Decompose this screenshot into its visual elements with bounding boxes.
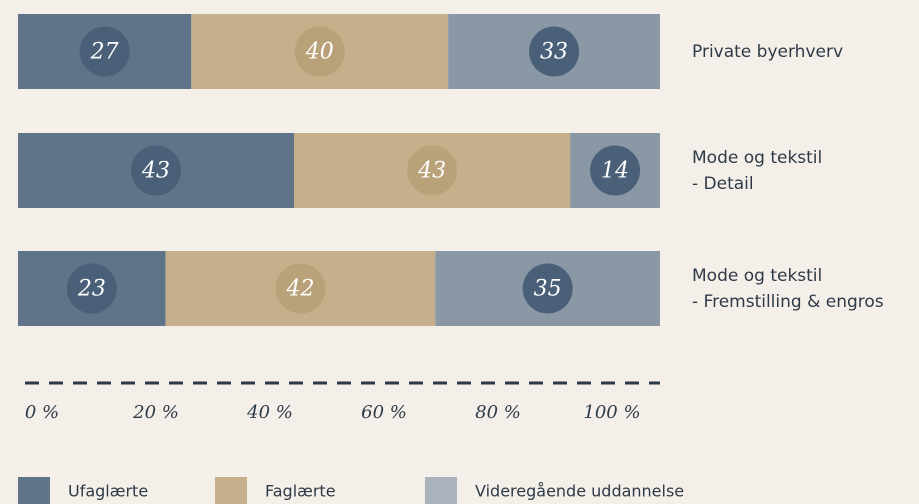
- value-badge: [529, 26, 580, 77]
- value-badge: [275, 263, 326, 314]
- legend-label: Faglærte: [265, 482, 336, 501]
- x-tick-label: 60 %: [361, 402, 407, 423]
- x-tick-label: 80 %: [475, 402, 521, 423]
- value-badge: [522, 263, 573, 314]
- data-label: 43: [417, 159, 446, 184]
- value-badge: [407, 145, 458, 196]
- value-badge: [590, 145, 641, 196]
- value-badge: [294, 26, 345, 77]
- category-label: Mode og tekstil - Detail: [692, 147, 823, 194]
- legend-label: Videregående uddannelse: [475, 482, 684, 501]
- data-label: 42: [285, 277, 314, 302]
- data-label: 33: [540, 40, 568, 65]
- x-tick-label: 40 %: [246, 402, 293, 423]
- value-badge: [131, 145, 182, 196]
- data-label: 27: [90, 40, 119, 65]
- category-label: Private byerhverv: [692, 41, 844, 62]
- value-badge: [66, 263, 117, 314]
- x-tick-label: 100 %: [583, 402, 640, 423]
- data-label: 43: [141, 159, 170, 184]
- data-label: 35: [534, 277, 562, 302]
- data-label: 23: [77, 277, 106, 302]
- x-tick-label: 20 %: [132, 402, 179, 423]
- legend-label: Ufaglærte: [68, 482, 148, 501]
- value-badge: [79, 26, 130, 77]
- legend-swatch: [215, 477, 247, 504]
- x-tick-label: 0 %: [25, 402, 59, 423]
- data-label: 40: [305, 40, 334, 65]
- data-label: 14: [601, 159, 629, 184]
- legend-swatch: [425, 477, 457, 504]
- legend-swatch: [18, 477, 50, 504]
- category-label: Mode og tekstil - Fremstilling & engros: [692, 265, 884, 312]
